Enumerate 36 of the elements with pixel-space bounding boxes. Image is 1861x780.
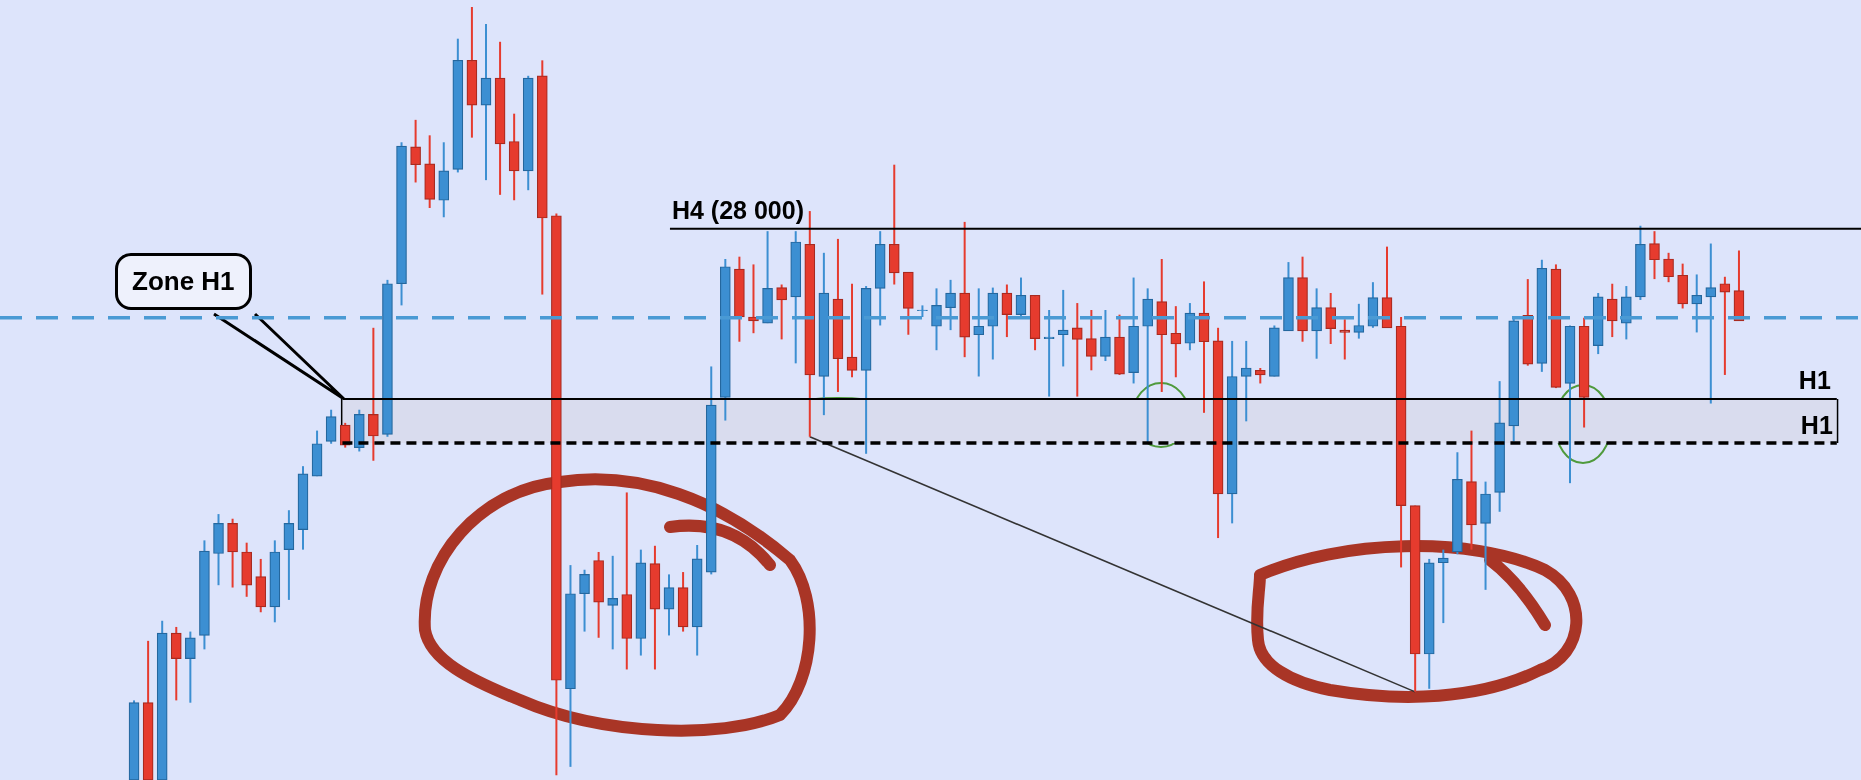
- ref-line-label: H4 (28 000): [671, 196, 804, 225]
- candlestick: [607, 554, 619, 651]
- candlestick: [1353, 302, 1365, 340]
- candlestick: [410, 118, 421, 184]
- candlestick: [1100, 309, 1111, 363]
- candlestick: [1015, 276, 1027, 318]
- candlestick: [1001, 283, 1013, 339]
- candlestick: [1240, 339, 1252, 423]
- candlestick: [1311, 287, 1322, 360]
- candlestick: [185, 630, 196, 704]
- candlestick: [973, 287, 985, 378]
- candlestick: [1437, 548, 1449, 625]
- candlestick: [1649, 230, 1660, 281]
- candlestick: [1663, 251, 1674, 284]
- candlestick: [663, 573, 675, 637]
- ref-line-label: H1: [1798, 366, 1831, 395]
- candlestick: [846, 282, 858, 379]
- candlestick: [1606, 282, 1618, 339]
- candlestick: [776, 283, 787, 341]
- candlestick: [368, 326, 379, 462]
- candlestick: [1071, 302, 1083, 398]
- candlestick: [931, 287, 942, 352]
- candlestick: [325, 408, 337, 445]
- candlestick: [579, 568, 590, 633]
- candlestick: [1691, 273, 1703, 334]
- candlestick: [1339, 318, 1351, 361]
- candlestick: [917, 304, 928, 318]
- annotation: Zone H1: [115, 253, 252, 310]
- candlestick: [170, 625, 182, 702]
- candlestick: [1705, 242, 1717, 405]
- candlestick: [1086, 309, 1097, 372]
- band-label: H1: [1800, 411, 1833, 440]
- candlestick: [1325, 292, 1337, 346]
- candlestick: [945, 278, 956, 332]
- candlestick: [1170, 305, 1182, 379]
- candlestick: [1057, 288, 1069, 368]
